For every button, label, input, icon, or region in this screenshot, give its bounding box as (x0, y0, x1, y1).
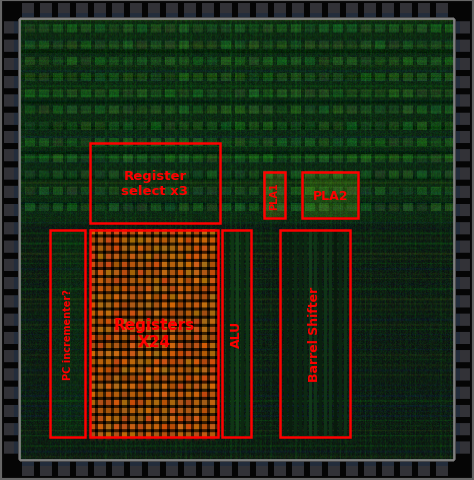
Text: ALU: ALU (230, 320, 243, 347)
Text: Register
select x3: Register select x3 (121, 169, 189, 197)
Text: PLA2: PLA2 (313, 189, 348, 203)
Bar (90, 230, 218, 437)
Bar (90, 144, 220, 223)
Text: Barrel Shifter: Barrel Shifter (308, 286, 321, 381)
Bar (280, 230, 350, 437)
Bar (302, 173, 358, 218)
Bar (222, 230, 251, 437)
Bar (264, 173, 285, 218)
Bar (50, 230, 85, 437)
Text: PC incrementer?: PC incrementer? (63, 288, 73, 379)
Text: PLA1: PLA1 (269, 182, 280, 210)
Text: Registers
X24: Registers X24 (113, 317, 195, 350)
